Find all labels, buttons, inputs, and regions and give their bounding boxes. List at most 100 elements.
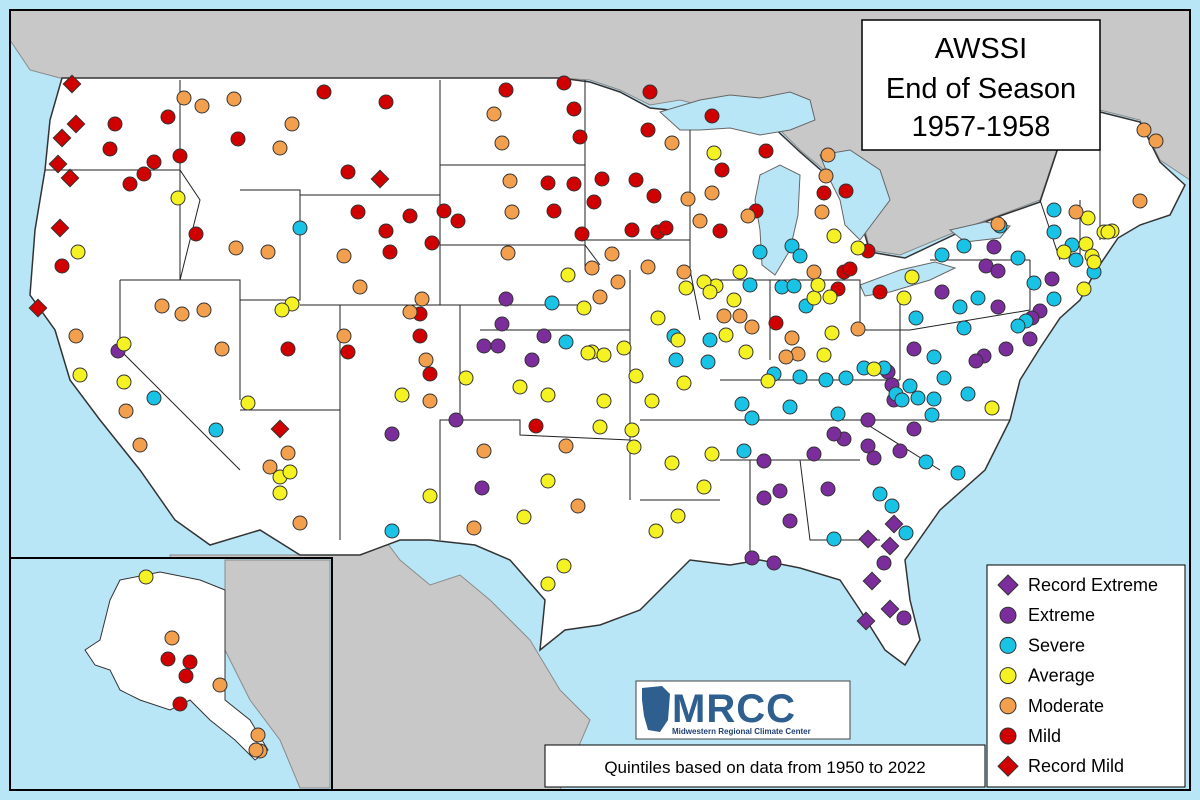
state-borders	[45, 80, 1101, 560]
station-marker-mild	[146, 154, 162, 170]
station-marker-average	[704, 446, 720, 462]
station-marker-mild	[768, 315, 784, 331]
station-marker-average	[516, 509, 532, 525]
station-marker-average	[592, 419, 608, 435]
station-marker-moderate	[1132, 193, 1148, 209]
logo-name: MRCC	[672, 687, 796, 731]
station-marker-extreme	[494, 316, 510, 332]
station-marker-severe	[926, 349, 942, 365]
station-marker-extreme	[826, 426, 842, 442]
station-marker-moderate	[570, 498, 586, 514]
station-marker-extreme	[860, 438, 876, 454]
title-line-2: End of Season	[886, 73, 1076, 105]
station-marker-extreme	[384, 426, 400, 442]
station-marker-moderate	[818, 168, 834, 184]
logo-subtitle: Midwestern Regional Climate Center	[672, 727, 811, 736]
station-marker-record-mild	[52, 128, 72, 148]
station-marker-average	[540, 576, 556, 592]
map-border	[9, 9, 1191, 791]
station-marker-moderate	[604, 246, 620, 262]
station-marker-extreme	[986, 239, 1002, 255]
legend-label-record-extreme: Record Extreme	[1028, 575, 1158, 595]
station-marker-average	[596, 347, 612, 363]
station-marker-extreme	[756, 453, 772, 469]
station-marker-severe	[792, 369, 808, 385]
alaska-inset	[9, 557, 333, 791]
station-marker-average	[650, 310, 666, 326]
station-marker-mild	[640, 122, 656, 138]
station-marker-extreme	[968, 353, 984, 369]
station-marker-severe	[736, 443, 752, 459]
station-marker-extreme	[906, 341, 922, 357]
station-marker-severe	[894, 392, 910, 408]
station-marker-record-mild	[66, 114, 86, 134]
station-marker-moderate	[262, 459, 278, 475]
station-marker-extreme	[448, 412, 464, 428]
station-marker-mild	[378, 94, 394, 110]
station-marker-extreme	[806, 446, 822, 462]
station-marker-extreme	[782, 513, 798, 529]
legend-symbol-record-extreme	[997, 574, 1019, 596]
station-marker-mild	[594, 171, 610, 187]
station-marker-severe	[884, 498, 900, 514]
station-marker-record-extreme	[880, 536, 900, 556]
station-marker-severe	[934, 247, 950, 263]
station-marker-mild	[586, 194, 602, 210]
station-marker-average	[512, 379, 528, 395]
station-marker-moderate	[778, 349, 794, 365]
station-marker-average	[540, 387, 556, 403]
quintile-note: Quintiles based on data from 1950 to 202…	[544, 744, 986, 788]
station-marker-record-extreme	[862, 571, 882, 591]
station-marker-moderate	[664, 135, 680, 151]
station-marker-average	[806, 290, 822, 306]
station-markers	[28, 74, 1164, 759]
station-marker-moderate	[196, 302, 212, 318]
title-line-3: 1957-1958	[912, 111, 1051, 143]
station-marker-mild	[160, 651, 176, 667]
station-marker-mild	[838, 183, 854, 199]
station-marker-average	[760, 373, 776, 389]
station-marker-extreme	[772, 483, 788, 499]
station-marker-moderate	[414, 291, 430, 307]
station-marker-moderate	[336, 328, 352, 344]
station-marker-moderate	[850, 321, 866, 337]
station-marker-moderate	[1136, 122, 1152, 138]
station-marker-moderate	[176, 90, 192, 106]
station-marker-mild	[498, 82, 514, 98]
station-marker-mild	[316, 84, 332, 100]
station-marker-mild	[450, 213, 466, 229]
station-marker-severe	[1046, 202, 1062, 218]
station-marker-moderate	[1068, 204, 1084, 220]
station-marker-moderate	[250, 727, 266, 743]
station-marker-moderate	[212, 677, 228, 693]
station-marker-extreme	[860, 412, 876, 428]
station-marker-extreme	[896, 610, 912, 626]
lake-huron	[819, 149, 891, 241]
station-marker-mild	[102, 141, 118, 157]
station-marker-severe	[292, 220, 308, 236]
station-marker-extreme	[892, 443, 908, 459]
station-marker-average	[816, 347, 832, 363]
station-marker-moderate	[352, 279, 368, 295]
station-marker-moderate	[228, 240, 244, 256]
station-marker-average	[556, 558, 572, 574]
station-marker-extreme	[820, 481, 836, 497]
station-marker-average	[1056, 244, 1072, 260]
station-marker-record-extreme	[880, 599, 900, 619]
station-marker-moderate	[990, 216, 1006, 232]
station-marker-average	[664, 455, 680, 471]
station-marker-moderate	[226, 91, 242, 107]
station-marker-mild	[422, 366, 438, 382]
station-marker-record-extreme	[858, 529, 878, 549]
station-marker-mild	[528, 418, 544, 434]
station-marker-mild	[182, 654, 198, 670]
station-marker-mild	[382, 244, 398, 260]
station-marker-average	[718, 327, 734, 343]
station-marker-severe	[918, 454, 934, 470]
station-marker-average	[138, 569, 154, 585]
station-marker-record-extreme	[856, 611, 876, 631]
station-marker-average	[540, 473, 556, 489]
station-marker-moderate	[280, 445, 296, 461]
station-marker-average	[1086, 254, 1102, 270]
